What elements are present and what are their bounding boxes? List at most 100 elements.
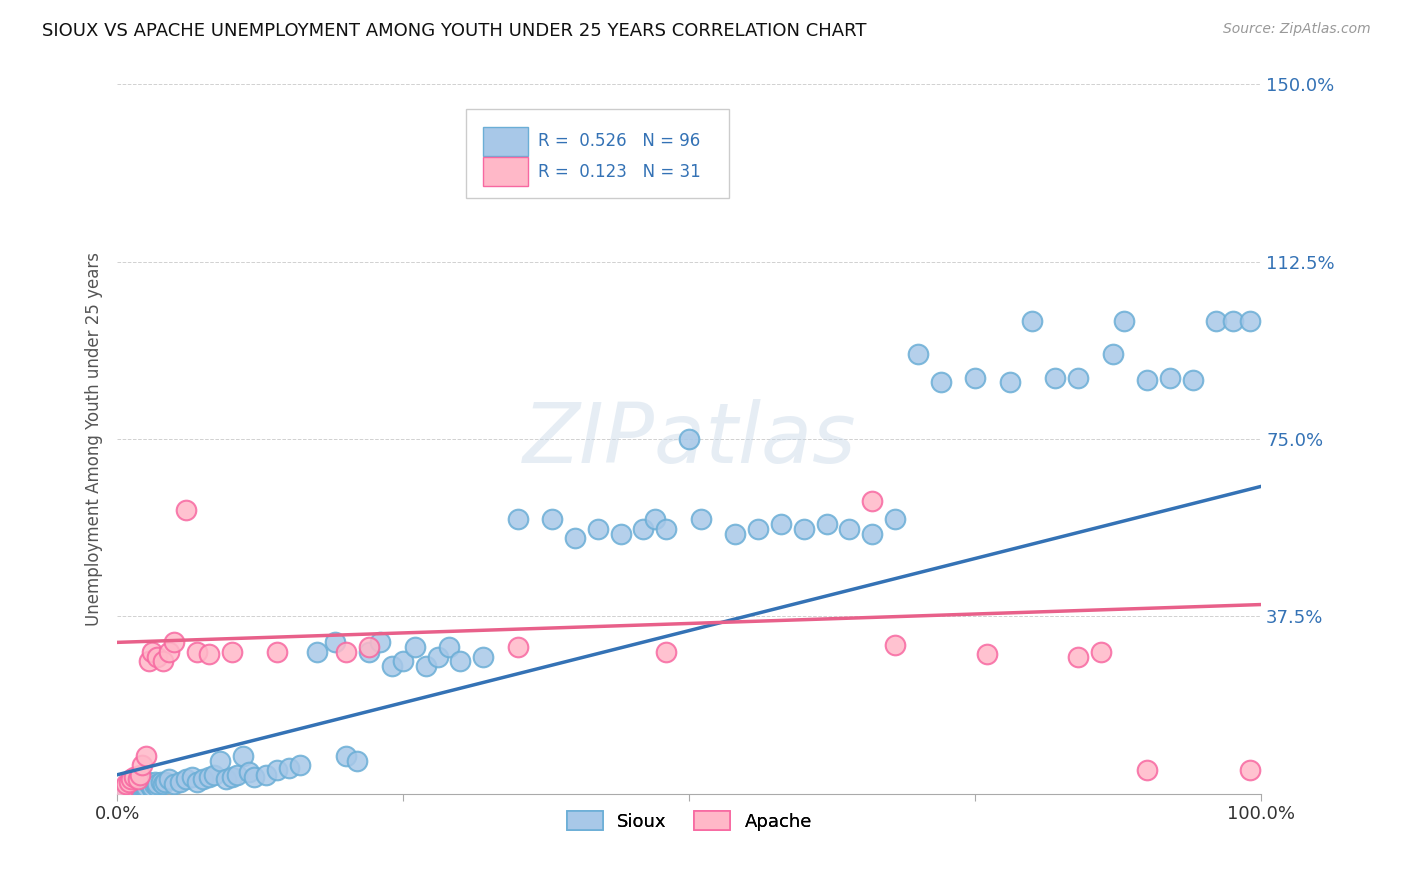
Point [135,748,157,763]
Point [564,532,586,546]
Point [149,775,172,789]
Text: R =  0.526   N = 96: R = 0.526 N = 96 [538,132,700,151]
Point [221,770,243,784]
Point [254,768,277,782]
Point [141,781,163,796]
Point [266,763,288,777]
Point [586,522,609,536]
Point [370,635,392,649]
Point [129,777,152,791]
Point [174,503,197,517]
Point [884,638,907,652]
Point [644,512,666,526]
Point [152,777,174,791]
FancyBboxPatch shape [484,157,527,186]
Point [1021,314,1043,328]
Text: R =  0.123   N = 31: R = 0.123 N = 31 [538,162,702,180]
Point [226,768,249,782]
Point [146,649,169,664]
Point [111,781,134,796]
Point [204,768,226,782]
Point [174,772,197,787]
Point [157,645,180,659]
Point [860,493,883,508]
Point [134,777,156,791]
Point [157,772,180,787]
Point [747,522,769,536]
Point [143,775,166,789]
Point [689,512,711,526]
Point [115,783,138,797]
Point [815,517,838,532]
Point [323,635,346,649]
Point [127,780,149,794]
Point [1205,314,1227,328]
Point [146,780,169,794]
Point [180,770,202,784]
Point [152,654,174,668]
Point [357,645,380,659]
Point [290,758,312,772]
Point [197,770,219,784]
Point [138,654,160,668]
Point [860,526,883,541]
Point [146,777,169,791]
Point [1222,314,1244,328]
Point [404,640,426,654]
Point [998,376,1021,390]
Point [124,780,146,795]
Point [124,783,146,797]
Point [138,777,160,791]
Text: Source: ZipAtlas.com: Source: ZipAtlas.com [1223,22,1371,37]
Point [135,781,157,796]
Point [724,526,747,541]
Point [655,645,678,659]
Point [929,376,952,390]
Point [1239,763,1261,777]
Point [232,748,254,763]
Point [221,645,243,659]
Point [976,647,998,661]
Point [120,781,142,796]
Point [163,635,186,649]
Text: SIOUX VS APACHE UNEMPLOYMENT AMONG YOUTH UNDER 25 YEARS CORRELATION CHART: SIOUX VS APACHE UNEMPLOYMENT AMONG YOUTH… [42,22,866,40]
Point [209,754,232,768]
Point [1067,370,1090,384]
Point [277,761,299,775]
Point [307,645,329,659]
Point [392,654,415,668]
Point [346,754,368,768]
Point [131,758,153,772]
Point [506,512,529,526]
Point [541,512,564,526]
Point [357,640,380,654]
Point [169,775,191,789]
Point [127,772,149,787]
Point [335,645,357,659]
Point [472,649,495,664]
Point [117,780,139,794]
Point [136,775,159,789]
Point [884,512,907,526]
Point [155,775,177,789]
Point [266,645,288,659]
Point [117,775,139,789]
Point [678,432,700,446]
Point [965,370,987,384]
Point [1067,649,1090,664]
Point [215,772,238,787]
Point [191,772,214,787]
Point [1159,370,1181,384]
Point [141,645,163,659]
Legend: Sioux, Apache: Sioux, Apache [560,804,818,838]
Point [907,347,929,361]
Point [1112,314,1135,328]
Point [609,526,631,541]
Point [121,780,143,794]
Point [793,522,815,536]
Point [655,522,678,536]
Point [426,649,449,664]
Point [135,780,157,794]
Point [117,780,139,795]
Point [129,781,152,796]
